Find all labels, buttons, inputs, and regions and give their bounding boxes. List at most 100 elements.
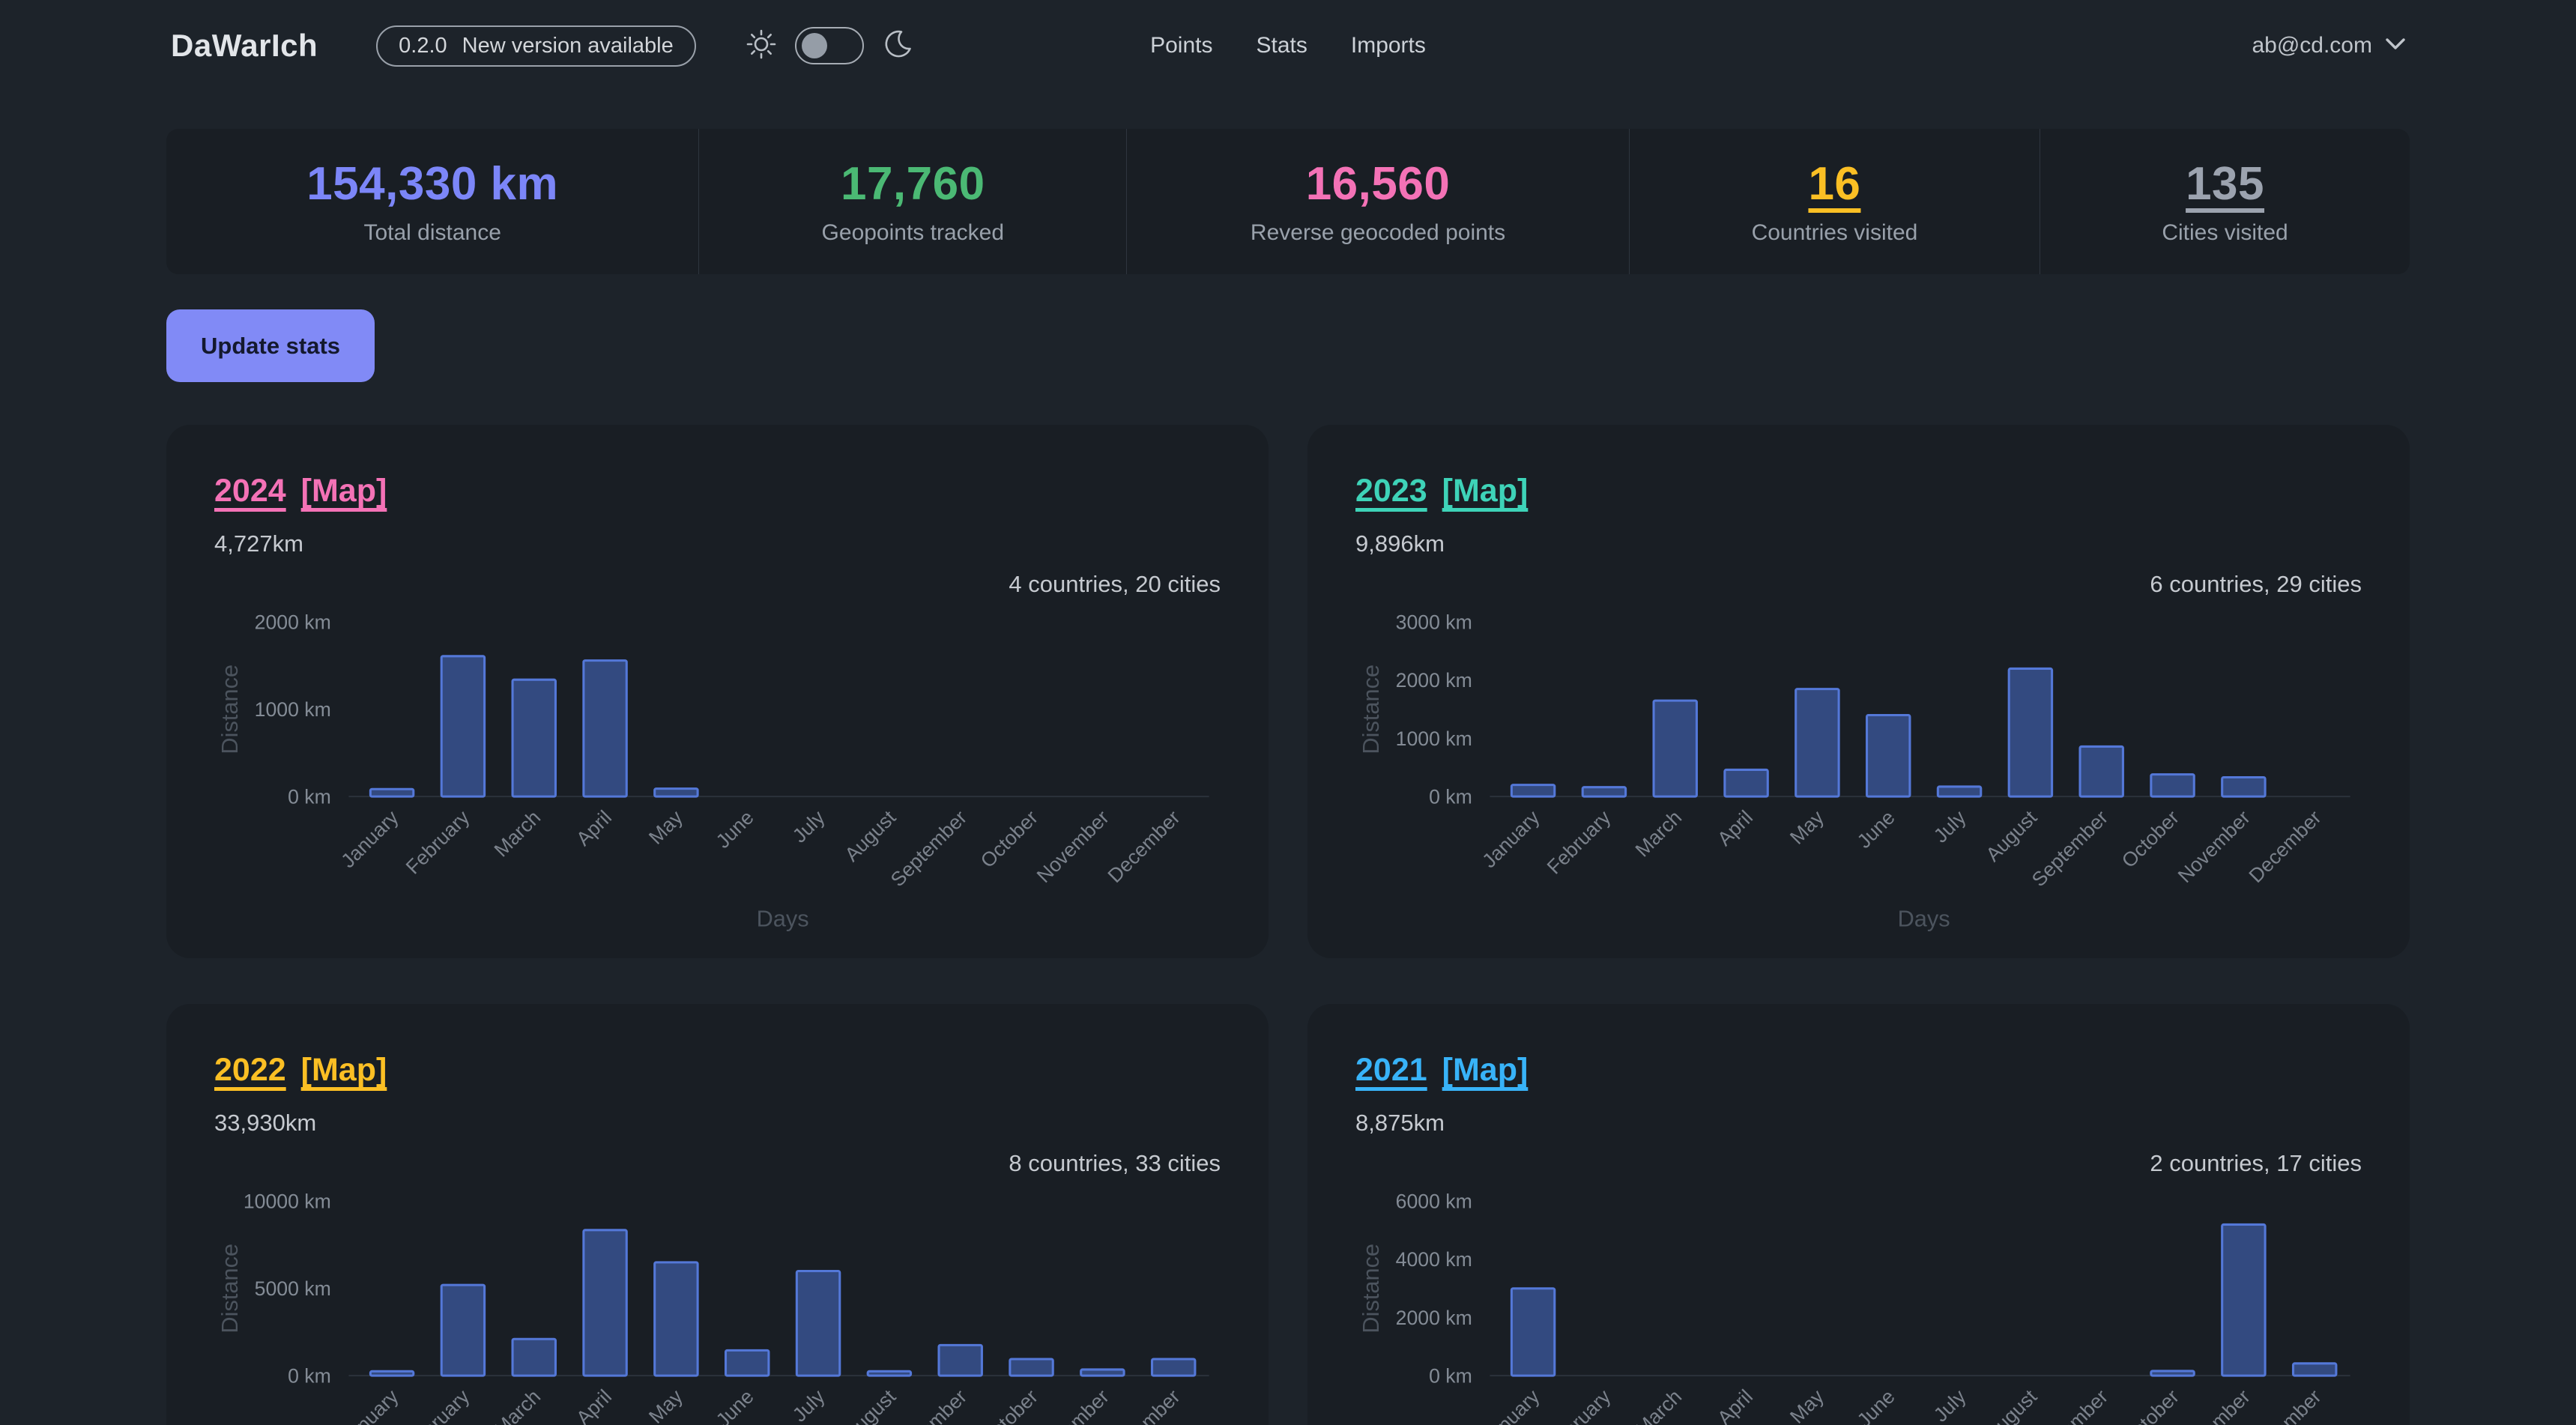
svg-text:March: March [490,806,545,862]
svg-text:2000 km: 2000 km [255,611,331,634]
stat-item: 17,760 Geopoints tracked [698,129,1126,275]
svg-text:July: July [1929,806,1971,847]
svg-text:July: July [788,806,829,847]
svg-text:June: June [1853,806,1899,853]
version-badge[interactable]: 0.2.0 New version available [376,25,696,67]
svg-text:2000 km: 2000 km [1396,1307,1472,1329]
svg-text:March: March [1631,806,1687,862]
svg-text:October: October [2117,1385,2183,1425]
svg-text:Days: Days [1898,906,1950,932]
update-stats-button[interactable]: Update stats [166,309,375,383]
stat-item: 135 Cities visited [2040,129,2410,275]
svg-text:September: September [886,806,971,891]
svg-text:February: February [1543,1385,1615,1425]
nav-item-imports[interactable]: Imports [1350,33,1426,58]
stat-label: Cities visited [2162,220,2288,246]
svg-text:Days: Days [757,906,809,932]
map-link[interactable]: [Map] [1442,1052,1529,1089]
svg-text:April: April [1713,806,1757,850]
stat-label: Geopoints tracked [821,220,1005,246]
svg-text:0 km: 0 km [1429,1364,1472,1387]
svg-text:May: May [1786,806,1828,849]
svg-text:June: June [712,806,758,853]
year-distance: 9,896km [1355,530,1445,557]
svg-text:November: November [1032,1385,1113,1425]
stat-label: Total distance [363,220,501,246]
version-number: 0.2.0 [399,33,447,58]
year-distance: 8,875km [1355,1110,1445,1137]
distance-bar-chart: Distance 0 km 1000 km 2000 km JanuaryFebruar… [217,611,1209,932]
svg-text:June: June [1853,1385,1899,1425]
user-menu[interactable]: ab@cd.com [2252,33,2405,58]
svg-text:October: October [976,806,1042,872]
theme-toggle[interactable] [794,27,864,64]
nav-item-points[interactable]: Points [1150,33,1213,58]
svg-text:May: May [1786,1385,1828,1425]
svg-text:August: August [1982,806,2042,866]
stat-item: 154,330 km Total distance [166,129,698,274]
year-link[interactable]: 2024 [214,473,286,509]
year-card: 2021 [Map] 8,875km 2 countries, 17 citie… [1307,1004,2410,1425]
stat-value: 154,330 km [306,158,559,210]
nav-item-stats[interactable]: Stats [1256,33,1307,58]
svg-text:March: March [1631,1385,1687,1425]
main-nav: Points Stats Imports [1150,33,1426,58]
svg-text:October: October [2117,806,2183,872]
stat-value[interactable]: 135 [2186,158,2265,210]
svg-text:June: June [712,1385,758,1425]
svg-text:6000 km: 6000 km [1396,1190,1472,1213]
svg-text:May: May [644,806,687,849]
stats-summary-panel: 154,330 km Total distance 17,760 Geopoin… [166,129,2410,275]
svg-text:January: January [336,806,403,873]
chevron-down-icon [2386,37,2405,54]
svg-text:January: January [336,1385,403,1425]
sun-icon [746,28,777,64]
year-link[interactable]: 2021 [1355,1052,1427,1089]
svg-text:10000 km: 10000 km [244,1190,331,1213]
year-card-title: 2022 [Map] [214,1052,1221,1089]
stat-value: 17,760 [840,158,985,210]
year-card: 2022 [Map] 33,930km 8 countries, 33 citi… [166,1004,1269,1425]
year-link[interactable]: 2023 [1355,473,1427,509]
year-countries-cities: 2 countries, 17 cities [2150,1150,2362,1177]
stat-label: Countries visited [1751,220,1918,246]
map-link[interactable]: [Map] [300,1052,387,1089]
svg-text:2000 km: 2000 km [1396,669,1472,692]
svg-text:December: December [2245,1385,2326,1425]
svg-text:August: August [1982,1385,2042,1425]
version-badge-text: New version available [462,33,674,58]
svg-text:September: September [886,1385,971,1425]
navbar: DaWarIch 0.2.0 New version available [0,0,2576,91]
year-countries-cities: 6 countries, 29 cities [2150,571,2362,598]
app-logo[interactable]: DaWarIch [171,28,318,63]
svg-text:October: October [976,1385,1042,1425]
svg-text:1000 km: 1000 km [255,698,331,721]
user-email: ab@cd.com [2252,33,2372,58]
svg-text:February: February [402,806,474,879]
stat-value[interactable]: 16 [1808,158,1861,210]
year-countries-cities: 8 countries, 33 cities [1009,1150,1221,1177]
svg-text:Distance: Distance [1358,1244,1384,1334]
stat-label: Reverse geocoded points [1250,220,1506,246]
svg-text:April: April [572,1385,616,1425]
year-card-title: 2024 [Map] [214,473,1221,509]
svg-text:December: December [1104,806,1185,887]
distance-bar-chart: Distance 0 km 5000 km 10000 km JanuaryFebrua… [217,1190,1209,1425]
svg-text:September: September [2028,806,2112,891]
svg-text:Distance: Distance [217,665,243,754]
map-link[interactable]: [Map] [1442,473,1529,509]
svg-text:March: March [490,1385,545,1425]
year-distance: 33,930km [214,1110,317,1137]
map-link[interactable]: [Map] [300,473,387,509]
svg-text:September: September [2028,1385,2112,1425]
toggle-knob [801,33,827,58]
year-link[interactable]: 2022 [214,1052,286,1089]
stat-value: 16,560 [1305,158,1451,210]
svg-text:3000 km: 3000 km [1396,611,1472,634]
svg-text:April: April [572,806,616,850]
svg-text:4000 km: 4000 km [1396,1248,1472,1271]
svg-text:July: July [788,1385,829,1425]
svg-text:December: December [2245,806,2326,887]
svg-text:1000 km: 1000 km [1396,727,1472,750]
svg-text:January: January [1478,1385,1544,1425]
